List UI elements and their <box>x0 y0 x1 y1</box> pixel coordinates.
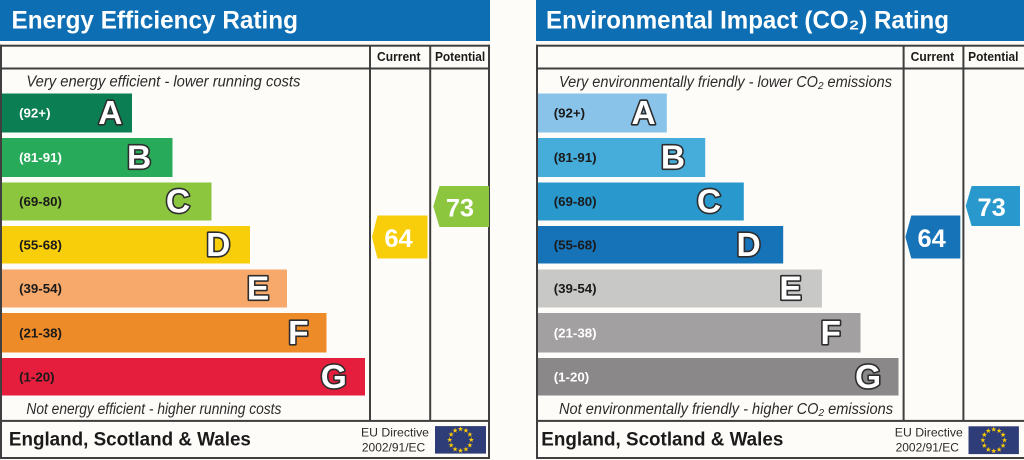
svg-text:E: E <box>247 271 269 308</box>
svg-text:D: D <box>736 227 760 264</box>
svg-text:Not energy efficient - higher: Not energy efficient - higher running co… <box>26 401 281 418</box>
svg-text:2002/91/EC: 2002/91/EC <box>896 440 960 454</box>
svg-text:Environmental Impact (CO₂) Rat: Environmental Impact (CO₂) Rating <box>546 6 949 34</box>
svg-text:Current: Current <box>377 49 421 64</box>
svg-text:A: A <box>98 95 122 132</box>
svg-text:England, Scotland & Wales: England, Scotland & Wales <box>541 430 783 451</box>
svg-text:(21-38): (21-38) <box>19 325 62 340</box>
svg-text:Current: Current <box>911 49 955 64</box>
svg-text:G: G <box>855 359 881 396</box>
svg-text:B: B <box>127 140 151 177</box>
svg-text:(69-80): (69-80) <box>554 194 597 209</box>
svg-text:2002/91/EC: 2002/91/EC <box>362 440 426 454</box>
svg-text:(92+): (92+) <box>19 106 50 121</box>
svg-text:(55-68): (55-68) <box>554 237 597 252</box>
svg-text:(55-68): (55-68) <box>19 237 62 252</box>
svg-text:A: A <box>631 95 655 132</box>
svg-text:(92+): (92+) <box>554 106 585 121</box>
svg-text:C: C <box>166 184 190 221</box>
svg-text:(69-80): (69-80) <box>19 194 62 209</box>
svg-text:Very environmentally friendly: Very environmentally friendly - lower CO… <box>559 74 892 91</box>
svg-text:(1-20): (1-20) <box>19 369 54 384</box>
svg-text:64: 64 <box>918 225 946 253</box>
svg-text:(39-54): (39-54) <box>19 281 62 296</box>
svg-text:EU Directive: EU Directive <box>895 426 963 440</box>
svg-text:Not environmentally friendly -: Not environmentally friendly - higher CO… <box>559 401 893 418</box>
svg-text:73: 73 <box>446 194 474 222</box>
svg-text:B: B <box>661 140 685 177</box>
svg-text:64: 64 <box>384 225 412 253</box>
svg-text:73: 73 <box>978 194 1006 222</box>
svg-text:(81-91): (81-91) <box>554 150 597 165</box>
svg-text:E: E <box>779 271 801 308</box>
svg-text:(1-20): (1-20) <box>554 369 589 384</box>
svg-text:C: C <box>697 184 721 221</box>
svg-text:Very energy efficient - lower: Very energy efficient - lower running co… <box>26 74 300 91</box>
svg-text:EU Directive: EU Directive <box>361 426 429 440</box>
svg-text:(39-54): (39-54) <box>554 281 597 296</box>
svg-text:Potential: Potential <box>968 49 1018 64</box>
svg-text:Energy Efficiency Rating: Energy Efficiency Rating <box>12 6 299 34</box>
svg-text:G: G <box>321 359 347 396</box>
svg-text:Potential: Potential <box>435 49 485 64</box>
svg-text:F: F <box>820 315 840 352</box>
svg-text:(21-38): (21-38) <box>554 325 597 340</box>
svg-text:(81-91): (81-91) <box>19 150 62 165</box>
svg-text:England, Scotland & Wales: England, Scotland & Wales <box>9 430 251 451</box>
svg-text:D: D <box>206 227 230 264</box>
svg-text:F: F <box>288 315 308 352</box>
